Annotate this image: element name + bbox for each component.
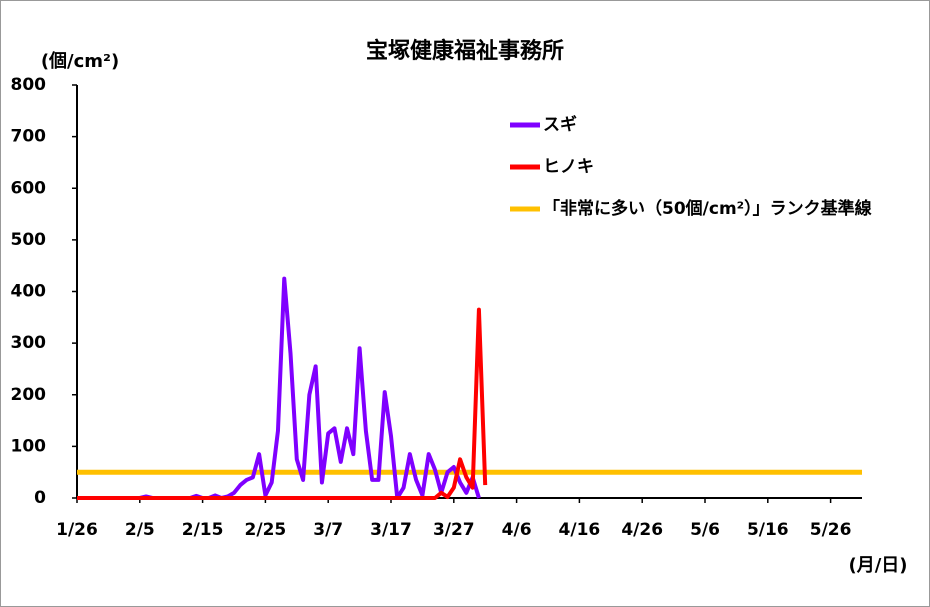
x-tick-label: 5/6 bbox=[690, 520, 720, 540]
x-tick-label: 3/17 bbox=[370, 520, 412, 540]
data-line bbox=[77, 307, 488, 500]
x-tick-label: 2/25 bbox=[245, 520, 287, 540]
x-tick-label: 5/16 bbox=[747, 520, 789, 540]
x-axis-label: (月/日) bbox=[848, 555, 907, 576]
legend-label: ヒノキ bbox=[543, 157, 594, 177]
y-tick-label: 200 bbox=[11, 385, 47, 405]
x-tick-label: 3/7 bbox=[313, 520, 343, 540]
y-tick-label: 0 bbox=[34, 488, 46, 508]
chart-title: 宝塚健康福祉事務所 bbox=[366, 38, 564, 64]
x-tick-label: 4/26 bbox=[621, 520, 663, 540]
y-tick-label: 500 bbox=[11, 230, 47, 250]
y-tick-label: 400 bbox=[11, 282, 47, 302]
y-tick-label: 700 bbox=[11, 127, 47, 147]
y-tick-label: 800 bbox=[11, 75, 47, 95]
x-tick-label: 3/27 bbox=[433, 520, 475, 540]
x-tick-label: 4/6 bbox=[502, 520, 532, 540]
y-axis-label: (個/cm²) bbox=[41, 51, 119, 72]
y-tick-label: 600 bbox=[11, 178, 47, 198]
x-tick-label: 5/26 bbox=[810, 520, 852, 540]
y-tick-label: 300 bbox=[11, 333, 47, 353]
legend-label: スギ bbox=[543, 115, 577, 135]
x-tick-label: 2/15 bbox=[182, 520, 224, 540]
x-tick-label: 2/5 bbox=[125, 520, 155, 540]
x-tick-label: 4/16 bbox=[559, 520, 601, 540]
legend-label: 「非常に多い（50個/cm²）」ランク基準線 bbox=[543, 198, 872, 219]
y-tick-label: 100 bbox=[11, 436, 47, 456]
x-tick-label: 1/26 bbox=[56, 520, 98, 540]
